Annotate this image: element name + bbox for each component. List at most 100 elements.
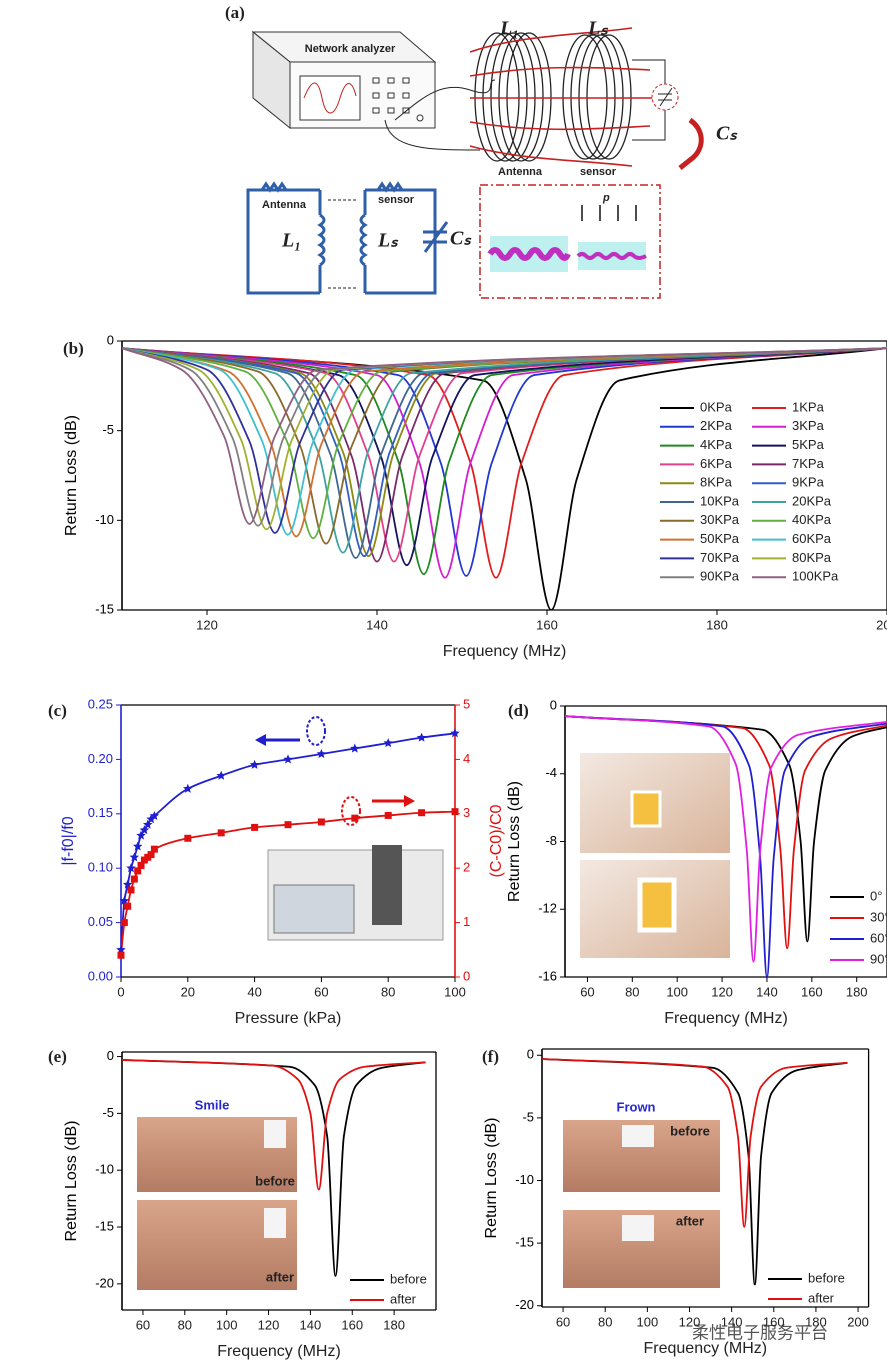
inset-box — [479, 184, 661, 299]
inset-label: Smile — [195, 1097, 230, 1112]
x-tick-label: 40 — [247, 984, 261, 999]
legend-label: 0KPa — [700, 399, 733, 414]
chart: (f) 60 80 100 120 140 160 180 200 -20 -15 -10 -5 0 Fre… — [482, 1047, 870, 1357]
legend-label: 70KPa — [700, 550, 740, 565]
chart: (d) 60 80 100 120 140 160 180 -16 -12 -8 -4 0 Frequen… — [506, 697, 887, 1027]
x-axis-label: Frequency (MHz) — [644, 1340, 768, 1357]
marker — [136, 830, 146, 840]
panel-label: (e) — [48, 1047, 67, 1066]
marker — [130, 875, 138, 883]
x-tick-label: 200 — [876, 617, 887, 632]
y2-tick-label: 4 — [463, 751, 470, 766]
y-tick-label: -15 — [515, 1235, 534, 1250]
capacitor-symbol — [658, 87, 673, 107]
x-tick-label: 80 — [625, 984, 639, 999]
y-axis-label: |f-f0|/f0 — [60, 816, 77, 865]
x-tick-label: 180 — [805, 1314, 827, 1329]
x-tick-label: 160 — [536, 617, 558, 632]
sine-wave — [303, 82, 357, 114]
series-line — [122, 347, 887, 554]
y-tick-label: 0 — [550, 697, 557, 712]
x-tick-label: 100 — [666, 984, 688, 999]
x-tick-label: 100 — [216, 1317, 238, 1332]
marker — [251, 823, 259, 831]
marker — [150, 845, 158, 853]
panel-label: (f) — [482, 1047, 499, 1066]
panel-label: (d) — [508, 701, 529, 720]
series-line — [122, 1059, 426, 1277]
face-photo — [622, 1215, 654, 1241]
chart: (e) 60 80 100 120 140 160 180 -20 -15 -10 -5 0 Freque… — [48, 1047, 437, 1360]
x-tick-label: 160 — [801, 984, 823, 999]
series-line — [122, 347, 887, 525]
insets: Smile before after Frown before after — [137, 716, 730, 1290]
buttons — [372, 77, 424, 122]
x-tick-label: 100 — [444, 984, 466, 999]
y-tick-label: -10 — [515, 1172, 534, 1187]
y-tick-label: -10 — [95, 512, 114, 527]
y2-tick-label: 2 — [463, 860, 470, 875]
legend-label: 50KPa — [700, 531, 740, 546]
y-tick-label: 0 — [527, 1047, 534, 1062]
annotation — [404, 795, 415, 807]
legend-label: 10KPa — [700, 493, 740, 508]
x-tick-label: 140 — [300, 1317, 322, 1332]
series-line — [565, 715, 887, 950]
annotation — [255, 734, 266, 746]
pressure-label: p — [602, 192, 610, 204]
circuit-label: sensor — [378, 194, 415, 206]
x-tick-label: 120 — [196, 617, 218, 632]
circuit-label: Cₛ — [450, 228, 471, 250]
series-line — [122, 347, 887, 536]
x-tick-label: 180 — [846, 984, 868, 999]
legend-label: 8KPa — [700, 475, 733, 490]
y-tick-label: -15 — [95, 1218, 114, 1233]
series-line — [122, 347, 887, 576]
y2-tick-label: 5 — [463, 696, 470, 711]
legend-label: 20KPa — [792, 493, 832, 508]
annotation — [341, 796, 361, 826]
legend-label: after — [390, 1291, 417, 1306]
x-tick-label: 160 — [763, 1314, 785, 1329]
series-line — [122, 347, 887, 527]
marker — [317, 818, 325, 826]
y-tick-label: -5 — [522, 1109, 534, 1124]
inset-label: before — [670, 1123, 710, 1138]
y-axis-label: Return Loss (dB) — [63, 1121, 80, 1242]
marker — [183, 783, 193, 793]
x-tick-label: 60 — [136, 1317, 150, 1332]
marker — [451, 808, 459, 816]
hand-photo — [637, 877, 677, 933]
x-tick-label: 120 — [679, 1314, 701, 1329]
y-axis-label: Return Loss (dB) — [506, 781, 523, 902]
y-tick-label: 0.05 — [88, 914, 113, 929]
face-photo — [264, 1120, 286, 1148]
x-axis-label: Frequency (MHz) — [217, 1343, 341, 1360]
instrument-photo — [273, 884, 355, 934]
hand-photo — [630, 790, 662, 828]
y-tick-label: -12 — [538, 901, 557, 916]
marker — [132, 841, 143, 851]
marker — [116, 944, 126, 954]
marker — [139, 825, 150, 835]
marker — [127, 886, 135, 894]
legend-label: 90KPa — [700, 569, 740, 584]
x-tick-label: 60 — [556, 1314, 570, 1329]
panel-label: (a) — [225, 3, 245, 22]
marker — [117, 951, 125, 959]
marker — [351, 814, 359, 822]
marker — [147, 851, 155, 859]
legend-label: 30KPa — [700, 512, 740, 527]
legend-label: 40KPa — [792, 512, 832, 527]
legend-label: before — [390, 1271, 427, 1286]
analyzer-label: Network analyzer — [305, 43, 396, 55]
legend-label: 5KPa — [792, 437, 825, 452]
antenna-coil — [474, 32, 552, 162]
y-tick-label: -4 — [545, 765, 557, 780]
marker — [450, 728, 460, 738]
x-tick-label: 180 — [383, 1317, 405, 1332]
marker — [119, 895, 130, 905]
marker — [126, 863, 136, 873]
series-line — [565, 715, 887, 963]
marker — [416, 732, 427, 742]
